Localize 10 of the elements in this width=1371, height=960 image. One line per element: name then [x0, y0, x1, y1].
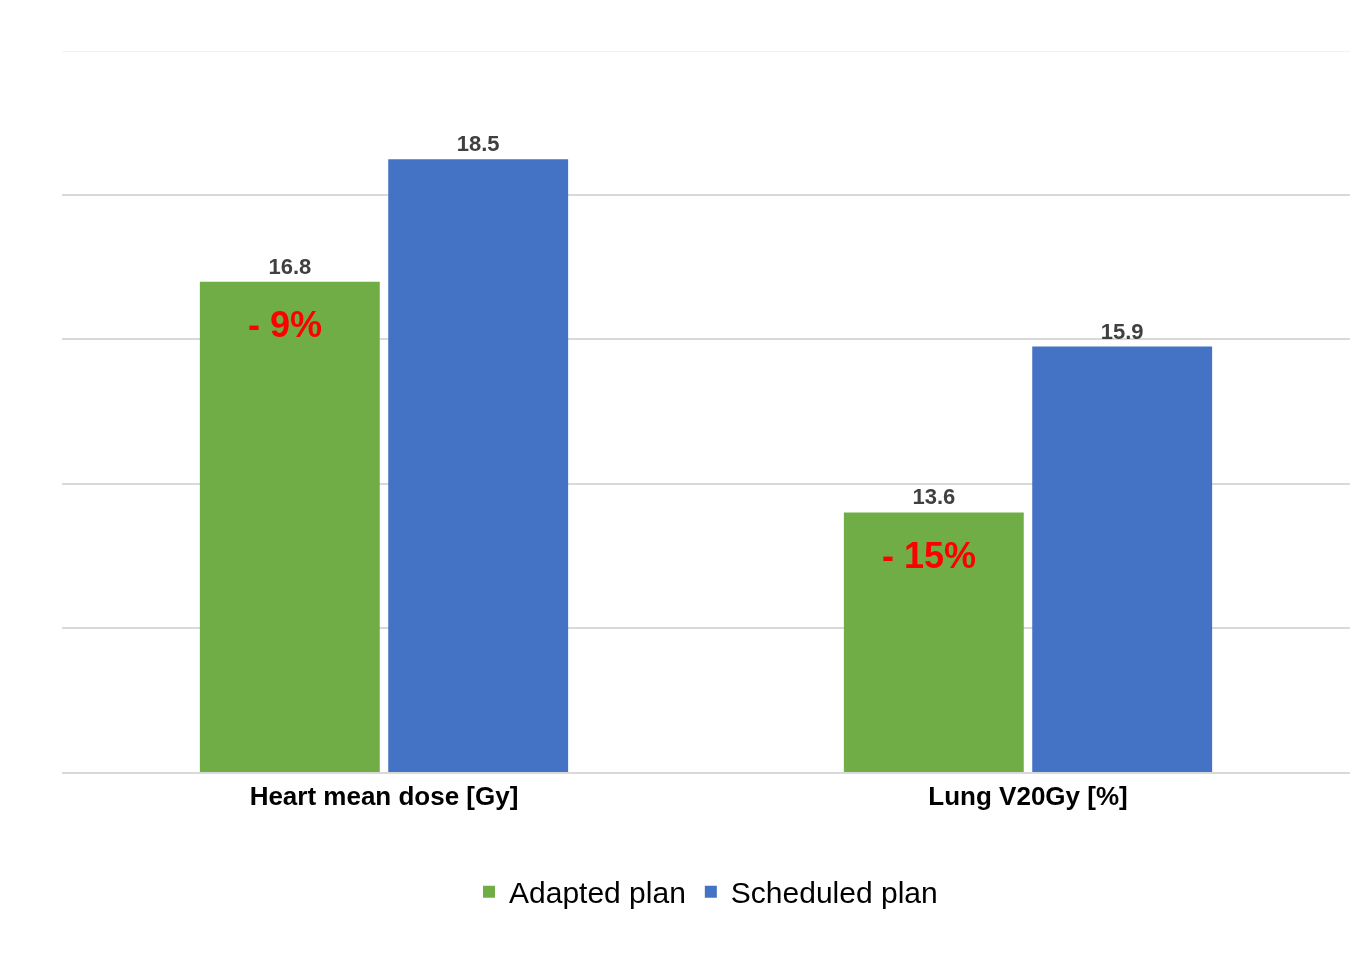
annotation: - 15%	[882, 535, 977, 576]
data-label: 16.8	[268, 253, 312, 279]
annotation: - 9%	[248, 304, 323, 345]
legend-label: Adapted plan	[509, 876, 686, 910]
data-label: 15.9	[1100, 318, 1144, 344]
x-tick-label: Lung V20Gy [%]	[928, 781, 1128, 812]
data-label: 18.5	[456, 131, 500, 157]
data-label: 13.6	[912, 484, 956, 510]
legend-label: Scheduled plan	[730, 876, 938, 910]
x-tick-label: Heart mean dose [Gy]	[249, 781, 519, 812]
